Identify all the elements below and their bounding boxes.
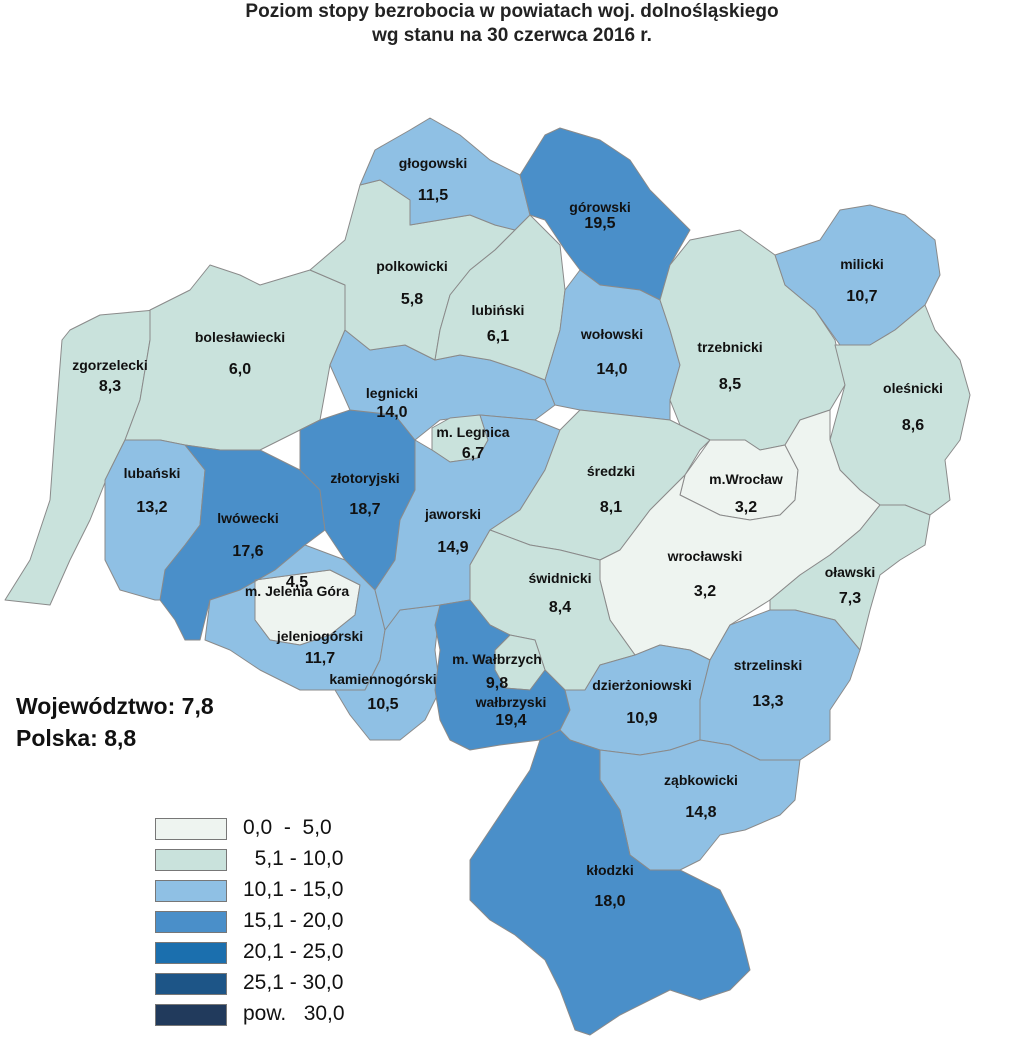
region-value-boleslawiecki: 6,0 (229, 361, 251, 378)
map-title: Poziom stopy bezrobocia w powiatach woj.… (0, 0, 1024, 48)
legend-swatch (155, 911, 227, 933)
region-name-milicki: milicki (840, 256, 884, 272)
region-name-lwowecki: lwówecki (217, 510, 278, 526)
region-value-glogowski: 11,5 (418, 187, 448, 204)
region-value-legnicki: 14,0 (376, 404, 407, 421)
region-name-polkowicki: polkowicki (376, 258, 448, 274)
region-name-lubinski: lubiński (472, 302, 525, 318)
region-name-zgorzelecki: zgorzelecki (72, 357, 147, 373)
region-value-lwowecki: 17,6 (232, 543, 263, 560)
region-value-m-walbrzych: 9,8 (486, 675, 508, 692)
region-value-zlotoryjski: 18,7 (349, 501, 380, 518)
region-value-jaworski: 14,9 (437, 539, 468, 556)
region-name-trzebnicki: trzebnicki (697, 339, 762, 355)
region-name-zabkowicki: ząbkowicki (664, 772, 738, 788)
region-name-glogowski: głogowski (399, 155, 467, 171)
legend-swatch (155, 818, 227, 840)
region-value-zgorzelecki: 8,3 (99, 378, 121, 395)
region-name-lubanski: lubański (124, 465, 181, 481)
region-value-polkowicki: 5,8 (401, 291, 423, 308)
region-value-klodzki: 18,0 (594, 893, 625, 910)
region-name-boleslawiecki: bolesławiecki (195, 329, 285, 345)
region-value-m-legnica: 6,7 (462, 445, 484, 462)
region-name-olawski: oławski (825, 564, 876, 580)
poland-rate: Polska: 8,8 (16, 725, 137, 751)
region-name-kamiennogorski: kamiennogórski (329, 671, 436, 687)
region-value-zabkowicki: 14,8 (685, 804, 716, 821)
legend-swatch (155, 942, 227, 964)
region-name-dzierzoniowski: dzierżoniowski (592, 677, 692, 693)
legend-label: 0,0 - 5,0 (243, 816, 332, 839)
region-value-kamiennogorski: 10,5 (367, 696, 398, 713)
region-value-walbrzyski: 19,4 (495, 712, 526, 729)
region-value-gorowski: 19,5 (584, 215, 615, 232)
region-name-jelenia-gora: m. Jelenia Góra (245, 583, 349, 599)
map-title-line-2: wg stanu na 30 czerwca 2016 r. (372, 25, 652, 46)
legend-label: 15,1 - 20,0 (243, 909, 344, 932)
labels-layer: zgorzelecki 8,3 bolesławiecki 6,0 lubański 13… (72, 155, 943, 910)
region-name-m-walbrzych: m. Wałbrzych (452, 651, 542, 667)
region-name-wolowski: wołowski (580, 326, 643, 342)
legend-swatch (155, 849, 227, 871)
region-name-m-wroclaw: m.Wrocław (709, 471, 783, 487)
region-name-sredzki: średzki (587, 463, 635, 479)
region-name-legnicki: legnicki (366, 385, 418, 401)
region-name-wroclawski: wrocławski (667, 548, 743, 564)
legend-label: 5,1 - 10,0 (243, 847, 344, 870)
region-value-strzelinski: 13,3 (752, 693, 783, 710)
legend-swatch (155, 973, 227, 995)
legend-swatch (155, 880, 227, 902)
region-name-jeleniogorski: jeleniogórski (276, 628, 363, 644)
region-name-jaworski: jaworski (424, 506, 481, 522)
region-name-m-legnica: m. Legnica (436, 424, 509, 440)
region-value-lubinski: 6,1 (487, 328, 509, 345)
region-value-wroclawski: 3,2 (694, 583, 716, 600)
region-value-swidnicki: 8,4 (549, 599, 571, 616)
region-name-strzelinski: strzelinski (734, 657, 802, 673)
region-name-klodzki: kłodzki (586, 862, 633, 878)
region-name-gorowski: górowski (569, 199, 630, 215)
region-value-wolowski: 14,0 (596, 361, 627, 378)
region-name-olesnicki: oleśnicki (883, 380, 943, 396)
region-name-swidnicki: świdnicki (528, 570, 591, 586)
region-value-jelenia-gora: 4,5 (286, 574, 308, 591)
region-value-sredzki: 8,1 (600, 499, 622, 516)
region-value-dzierzoniowski: 10,9 (626, 710, 657, 727)
legend-label: 20,1 - 25,0 (243, 940, 344, 963)
region-value-lubanski: 13,2 (136, 499, 167, 516)
region-value-olawski: 7,3 (839, 590, 861, 607)
map-title-line-1: Poziom stopy bezrobocia w powiatach woj.… (245, 1, 779, 22)
region-value-milicki: 10,7 (846, 288, 877, 305)
region-value-olesnicki: 8,6 (902, 417, 924, 434)
region-klodzki[interactable] (469, 729, 751, 1036)
region-value-m-wroclaw: 3,2 (735, 499, 757, 516)
region-value-trzebnicki: 8,5 (719, 376, 741, 393)
legend-label: 10,1 - 15,0 (243, 878, 344, 901)
region-name-zlotoryjski: złotoryjski (330, 470, 399, 486)
region-value-jeleniogorski: 11,7 (305, 650, 335, 667)
legend-label: 25,1 - 30,0 (243, 971, 344, 994)
regions-layer (4, 117, 971, 1036)
legend-label: pow. 30,0 (243, 1002, 345, 1025)
voivodeship-rate: Województwo: 7,8 (16, 693, 214, 719)
legend-swatch (155, 1004, 227, 1026)
region-milicki[interactable] (774, 204, 941, 346)
region-name-walbrzyski: wałbrzyski (475, 694, 547, 710)
region-boleslawiecki[interactable] (124, 264, 346, 451)
